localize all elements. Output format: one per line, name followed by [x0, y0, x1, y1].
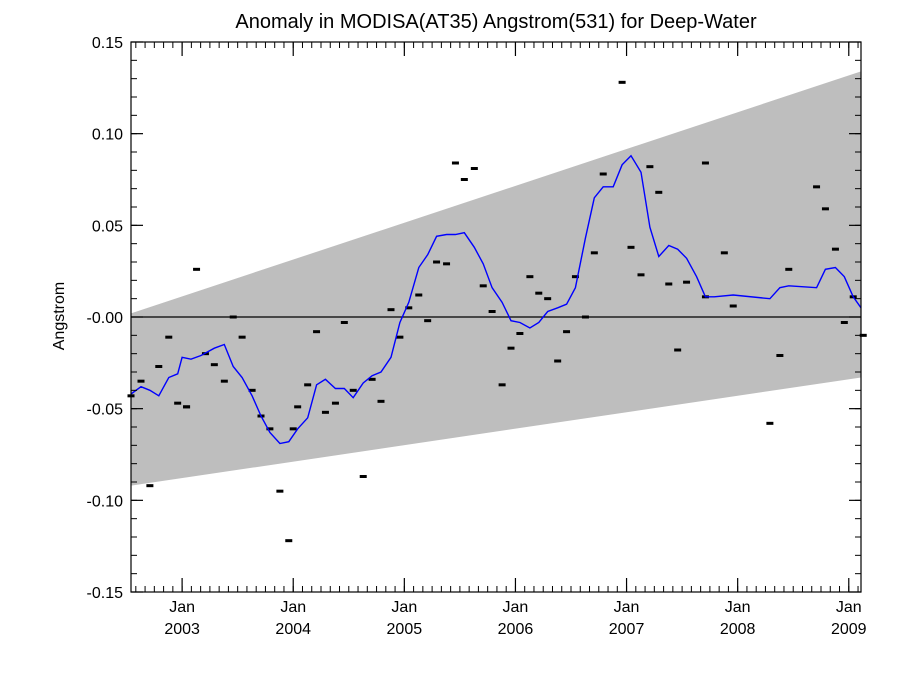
data-point [821, 207, 829, 211]
data-point [368, 377, 376, 381]
data-point [488, 310, 496, 313]
data-point [599, 172, 607, 176]
x-tick-month-label: Jan [836, 599, 862, 616]
data-point [526, 275, 534, 279]
x-tick-month-label: Jan [169, 599, 195, 616]
x-tick-month-label: Jan [391, 599, 417, 616]
data-point [433, 260, 441, 264]
smoothed-anomaly-line [130, 154, 862, 445]
y-axis-label: Angstrom [51, 282, 68, 350]
y-tick-label: 0.05 [92, 218, 123, 235]
data-point [331, 401, 339, 405]
data-point [859, 333, 867, 337]
data-point [146, 484, 154, 488]
data-point [415, 293, 423, 297]
x-tick-year-label: 2007 [609, 621, 645, 638]
data-point [813, 185, 821, 189]
data-point [248, 388, 256, 392]
y-tick-label: -0.10 [87, 493, 124, 510]
data-point [637, 273, 645, 277]
confidence-band [131, 71, 861, 486]
data-point [193, 267, 201, 271]
data-point [443, 262, 451, 266]
x-tick-year-label: 2006 [498, 621, 534, 638]
x-tick-month-label: Jan [280, 599, 306, 616]
data-point [729, 304, 737, 308]
data-point [359, 475, 367, 478]
data-point [720, 251, 728, 255]
data-point [220, 379, 228, 383]
data-point [210, 363, 218, 367]
data-point [655, 190, 663, 194]
data-point [665, 282, 673, 286]
data-point [266, 427, 274, 431]
data-point [289, 427, 297, 431]
data-point [701, 161, 709, 165]
data-point [340, 321, 348, 324]
monthly-anomaly-markers [127, 80, 867, 543]
chart-title: Anomaly in MODISA(AT35) Angstrom(531) fo… [235, 11, 757, 33]
x-tick-year-label: 2009 [831, 621, 867, 638]
data-point [155, 365, 163, 368]
data-point [571, 275, 579, 279]
y-tick-label: -0.05 [87, 402, 124, 419]
data-point [470, 167, 478, 170]
x-tick-month-label: Jan [725, 599, 751, 616]
data-point [165, 335, 173, 339]
x-tick-year-label: 2003 [164, 621, 200, 638]
data-point [460, 178, 468, 181]
plot-area: 0.15 0.10 0.05 -0.00 -0.05 -0.10 -0.15 Jan 2003 J… [87, 35, 867, 638]
y-tick-label: -0.00 [87, 310, 124, 327]
data-point [321, 410, 329, 414]
data-point [405, 306, 413, 310]
data-point [507, 346, 515, 350]
data-point [554, 359, 562, 363]
y-tick-label: 0.10 [92, 127, 123, 144]
data-point [304, 383, 312, 387]
data-point [396, 335, 404, 339]
data-point [544, 297, 552, 301]
x-tick-year-label: 2008 [720, 621, 756, 638]
data-point [535, 291, 543, 295]
data-point [674, 348, 682, 352]
data-point [776, 354, 784, 357]
data-point [285, 539, 293, 543]
data-point [229, 315, 237, 319]
data-point [137, 379, 145, 383]
data-point [387, 308, 395, 312]
data-point [563, 330, 571, 334]
data-point [840, 321, 848, 324]
data-point [377, 399, 385, 403]
data-point [451, 161, 459, 165]
data-point [785, 267, 793, 271]
data-point [516, 332, 524, 335]
data-point [618, 80, 626, 84]
data-point [276, 489, 284, 493]
data-point [627, 245, 635, 249]
data-point [349, 388, 357, 392]
x-tick-month-label: Jan [503, 599, 529, 616]
data-point [479, 284, 487, 288]
data-point [183, 405, 191, 409]
data-point [294, 405, 302, 409]
x-tick-month-label: Jan [614, 599, 640, 616]
y-tick-label: 0.15 [92, 35, 123, 52]
data-point [646, 165, 654, 169]
y-tick-label: -0.15 [87, 585, 124, 602]
data-point [831, 247, 839, 251]
x-tick-year-label: 2005 [387, 621, 423, 638]
x-tick-year-label: 2004 [275, 621, 311, 638]
data-point [313, 330, 321, 334]
data-point [498, 383, 506, 387]
data-point [590, 251, 598, 255]
data-point [581, 315, 589, 319]
data-point [683, 280, 691, 284]
data-point [174, 401, 182, 405]
data-point [238, 335, 246, 339]
data-point [766, 421, 774, 425]
data-point [424, 319, 432, 323]
